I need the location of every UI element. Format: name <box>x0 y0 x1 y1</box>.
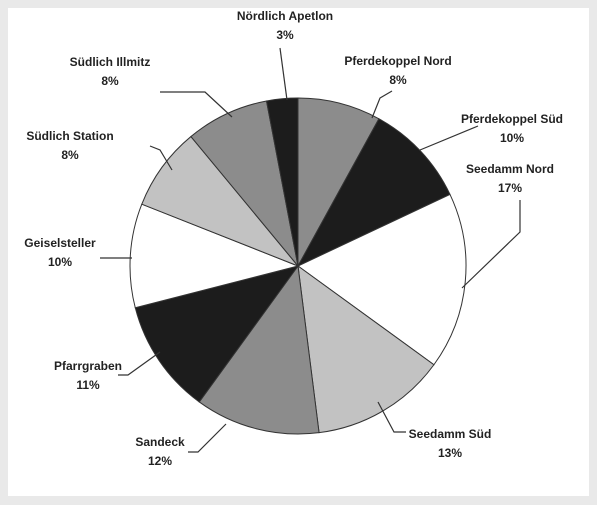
slice-label: Geiselsteller <box>24 236 96 250</box>
slice-label: Seedamm Süd <box>409 427 492 441</box>
leader-line <box>371 90 393 119</box>
slice-value-label: 17% <box>498 181 522 195</box>
slice-label: Seedamm Nord <box>466 162 554 176</box>
slice-value-label: 13% <box>438 446 462 460</box>
slice-value-label: 8% <box>101 74 119 88</box>
slice-value-label: 11% <box>76 378 100 392</box>
slice-value-label: 12% <box>148 454 172 468</box>
pie-slice <box>134 265 300 403</box>
slice-label: Südlich Station <box>26 129 113 143</box>
slice-label: Pferdekoppel Süd <box>461 112 563 126</box>
slice-value-label: 8% <box>389 73 407 87</box>
pie-slice <box>129 203 300 309</box>
slice-label: Pferdekoppel Nord <box>344 54 451 68</box>
slice-label: Nördlich Apetlon <box>237 9 333 23</box>
leader-line <box>461 200 521 289</box>
leader-line <box>377 401 406 433</box>
pie-slice <box>297 193 467 366</box>
leader-line <box>160 91 233 118</box>
pie-slice <box>265 97 299 267</box>
slice-label: Pfarrgraben <box>54 359 122 373</box>
slice-label: Südlich Illmitz <box>70 55 151 69</box>
leader-line <box>279 47 288 101</box>
leader-line <box>188 423 227 453</box>
slice-value-label: 8% <box>61 148 79 162</box>
leader-line <box>118 351 161 376</box>
slice-value-label: 10% <box>500 131 524 145</box>
slice-label: Sandeck <box>135 435 185 449</box>
pie-slice <box>297 264 435 434</box>
slice-value-label: 10% <box>48 255 72 269</box>
pie-slice <box>198 264 320 435</box>
leader-line <box>419 125 479 151</box>
leader-line <box>149 145 173 171</box>
pie-slice <box>296 118 451 268</box>
slice-value-label: 3% <box>276 28 294 42</box>
